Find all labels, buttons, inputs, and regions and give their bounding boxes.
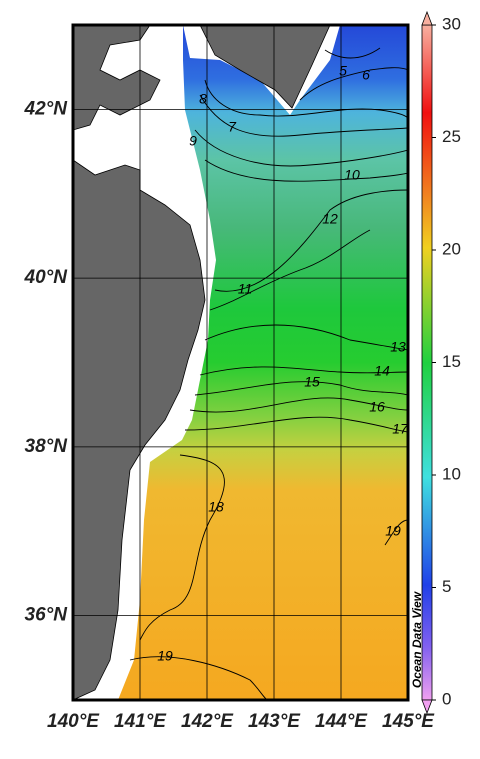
x-tick-label: 144°E: [315, 711, 368, 732]
contour-label: 12: [322, 211, 338, 227]
y-tick-label: 42°N: [24, 98, 69, 119]
x-tick-label: 145°E: [382, 711, 435, 732]
x-tick-label: 141°E: [114, 711, 167, 732]
x-tick-label: 140°E: [47, 711, 100, 732]
contour-label: 8: [199, 91, 207, 107]
contour-label: 5: [339, 63, 347, 79]
contour-label: 15: [304, 374, 320, 390]
x-tick-label: 142°E: [181, 711, 234, 732]
y-tick-label: 36°N: [25, 605, 69, 626]
land-hokkaido: [199, 25, 331, 109]
contour-label: 11: [238, 281, 253, 297]
contour-label: 14: [374, 363, 390, 379]
contour-label: 10: [344, 167, 360, 183]
x-tick-label: 143°E: [248, 711, 301, 732]
contour-lines: [129, 47, 408, 700]
colorbar-tick-label: 15: [442, 352, 461, 371]
contour-label: 19: [385, 523, 401, 539]
contour-label: 19: [157, 648, 173, 664]
y-tick-label: 38°N: [25, 436, 69, 457]
colorbar-tick-label: 5: [442, 577, 451, 596]
map-frame: [71, 23, 410, 702]
colorbar-tick-label: 30: [442, 14, 461, 33]
map-area: 5 6 8 7 9 10 12 11 13 14 15 16 17 18 19 …: [73, 25, 409, 700]
y-tick-label: 40°N: [24, 267, 69, 288]
colorbar-tick-label: 20: [442, 239, 461, 258]
contour-label: 18: [208, 499, 224, 515]
contour-label: 13: [390, 339, 406, 355]
credit: Ocean Data View: [410, 591, 424, 688]
colorbar-cap-top: [421, 10, 433, 26]
contour-label: 17: [392, 421, 409, 437]
colorbar-cap-bottom: [421, 699, 433, 715]
contour-label: 9: [189, 133, 197, 149]
colorbar-tick-label: 0: [442, 689, 451, 708]
contour-labels: 5 6 8 7 9 10 12 11 13 14 15 16 17 18 19 …: [157, 63, 409, 664]
colorbar-tick-label: 25: [442, 127, 461, 146]
contour-label: 16: [369, 399, 385, 415]
land-north: [73, 25, 161, 131]
contour-label: 7: [228, 119, 237, 135]
colorbar-tick-label: 10: [442, 464, 461, 483]
contour-label: 6: [362, 67, 370, 83]
